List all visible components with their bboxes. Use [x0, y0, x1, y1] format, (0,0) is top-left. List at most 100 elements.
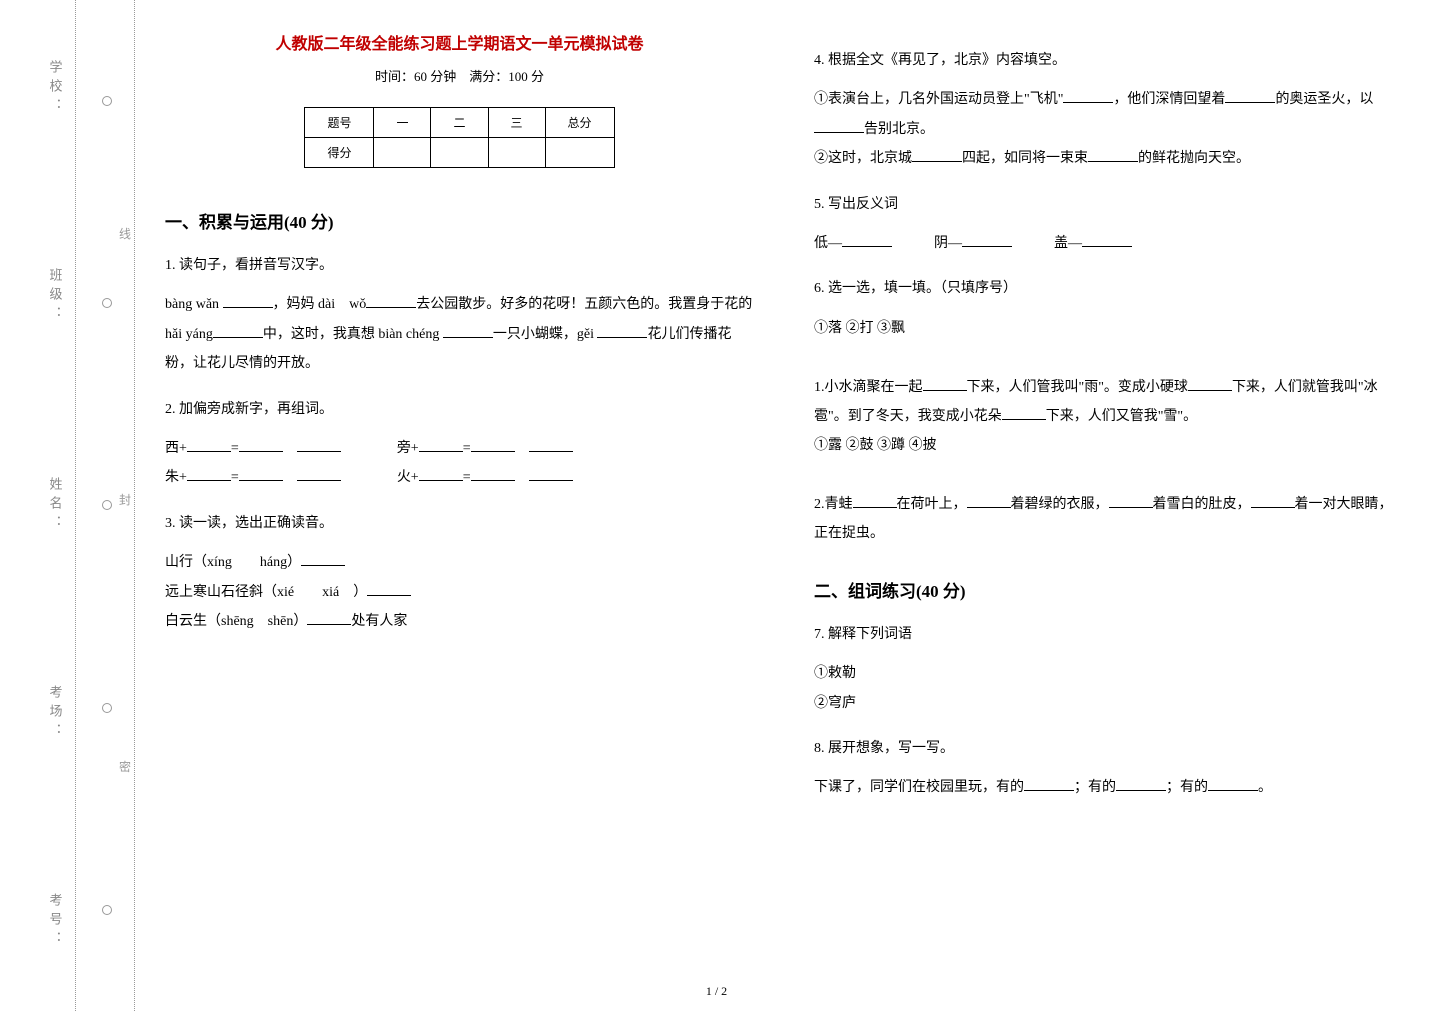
fill-blank[interactable] [1225, 89, 1275, 103]
fill-blank[interactable] [367, 582, 411, 596]
fill-blank[interactable] [187, 438, 231, 452]
binding-circle [102, 96, 112, 106]
text-run: 2.青蛙 [814, 497, 853, 512]
text-run: 山行（xíng háng） [165, 555, 301, 570]
text-run: 着雪白的肚皮， [1153, 497, 1251, 512]
exam-title: 人教版二年级全能练习题上学期语文一单元模拟试卷 [165, 30, 754, 54]
fill-blank[interactable] [187, 467, 231, 481]
text-run: = [231, 470, 239, 485]
text-run: 下课了，同学们在校园里玩，有的 [814, 780, 1024, 795]
text-run: ②这时，北京城 [814, 151, 912, 166]
question-1: 1. 读句子，看拼音写汉字。 [165, 251, 754, 280]
page-body: 人教版二年级全能练习题上学期语文一单元模拟试卷 时间：60 分钟 满分：100 … [165, 30, 1403, 981]
fill-blank[interactable] [912, 148, 962, 162]
fill-blank[interactable] [1188, 377, 1232, 391]
fill-blank[interactable] [419, 467, 463, 481]
fill-blank[interactable] [1116, 777, 1166, 791]
binding-label: 学校： [46, 60, 65, 117]
fill-blank[interactable] [597, 324, 647, 338]
fill-blank[interactable] [814, 119, 864, 133]
binding-label: 姓名： [46, 477, 65, 534]
question-1-body: bàng wǎn ，妈妈 dài wǒ去公园散步。好多的花呀！五颜六色的。我置身… [165, 290, 754, 378]
right-column: 4. 根据全文《再见了，北京》内容填空。 ①表演台上，几名外国运动员登上"飞机"… [814, 30, 1403, 981]
text-run: ，他们深情回望着 [1113, 92, 1225, 107]
question-number: 5. [814, 197, 828, 212]
fill-blank[interactable] [297, 438, 341, 452]
fill-blank[interactable] [967, 494, 1011, 508]
question-stem: 展开想象，写一写。 [828, 741, 954, 756]
fill-blank[interactable] [307, 611, 351, 625]
question-number: 3. [165, 516, 179, 531]
text-run: ，妈妈 dài wǒ [273, 297, 367, 312]
fill-blank[interactable] [443, 324, 493, 338]
text-run: 中，这时，我真想 biàn chéng [263, 327, 443, 342]
question-number: 6. [814, 281, 828, 296]
text-run: 在荷叶上， [897, 497, 967, 512]
question-6: 6. 选一选，填一填。（只填序号） [814, 274, 1403, 303]
fill-blank[interactable] [419, 438, 463, 452]
fill-blank[interactable] [471, 438, 515, 452]
text-run: ①落 ②打 ③飘 [814, 321, 905, 336]
fill-blank[interactable] [1109, 494, 1153, 508]
text-run: 下来，人们管我叫"雨"。变成小硬球 [967, 380, 1188, 395]
fill-blank[interactable] [1208, 777, 1258, 791]
question-3: 3. 读一读，选出正确读音。 [165, 509, 754, 538]
fill-blank[interactable] [529, 467, 573, 481]
text-run: 。 [1258, 780, 1272, 795]
question-stem: 根据全文《再见了，北京》内容填空。 [828, 53, 1066, 68]
text-run: 下来，人们又管我"雪"。 [1046, 409, 1197, 424]
fill-blank[interactable] [1024, 777, 1074, 791]
binding-circle [102, 905, 112, 915]
question-2: 2. 加偏旁成新字，再组词。 [165, 395, 754, 424]
fill-blank[interactable] [239, 467, 283, 481]
fill-blank[interactable] [301, 552, 345, 566]
fill-blank[interactable] [1088, 148, 1138, 162]
text-run: ①露 ②鼓 ③蹲 ④披 [814, 438, 937, 453]
text-run: bàng wǎn [165, 297, 223, 312]
score-header: 题号 [305, 108, 374, 138]
question-stem: 加偏旁成新字，再组词。 [179, 402, 333, 417]
seal-char: 封 [119, 491, 131, 508]
binding-label: 考场： [46, 685, 65, 742]
fill-blank[interactable] [853, 494, 897, 508]
score-cell [431, 138, 488, 168]
score-cell [488, 138, 545, 168]
seal-char: 线 [119, 225, 131, 242]
question-stem: 写出反义词 [828, 197, 898, 212]
fill-blank[interactable] [1082, 233, 1132, 247]
fill-blank[interactable] [1063, 89, 1113, 103]
fill-blank[interactable] [1002, 406, 1046, 420]
fill-blank[interactable] [471, 467, 515, 481]
fill-blank[interactable] [1251, 494, 1295, 508]
fill-blank[interactable] [223, 294, 273, 308]
text-run: 着碧绿的衣服， [1011, 497, 1109, 512]
binding-circle [102, 500, 112, 510]
page-number: 1 / 2 [706, 984, 727, 999]
fill-blank[interactable] [366, 294, 416, 308]
score-table: 题号 一 二 三 总分 得分 [304, 107, 614, 168]
question-number: 1. [165, 258, 179, 273]
text-run: 阴— [934, 236, 962, 251]
binding-label: 考号： [46, 893, 65, 950]
fill-blank[interactable] [842, 233, 892, 247]
fill-blank[interactable] [297, 467, 341, 481]
fill-blank[interactable] [962, 233, 1012, 247]
text-run: = [231, 441, 239, 456]
fill-blank[interactable] [213, 324, 263, 338]
score-header: 总分 [545, 108, 614, 138]
text-run: 一只小蝴蝶，gěi [493, 327, 598, 342]
text-run: ；有的 [1074, 780, 1116, 795]
section-heading: 二、组词练习(40 分) [814, 577, 1403, 602]
question-5-body: 低— 阴— 盖— [814, 229, 1403, 258]
question-4: 4. 根据全文《再见了，北京》内容填空。 [814, 46, 1403, 75]
fill-blank[interactable] [239, 438, 283, 452]
text-run: ；有的 [1166, 780, 1208, 795]
text-run: ①敕勒 [814, 666, 856, 681]
section-heading: 一、积累与运用(40 分) [165, 208, 754, 233]
table-row: 题号 一 二 三 总分 [305, 108, 614, 138]
fill-blank[interactable] [529, 438, 573, 452]
fill-blank[interactable] [923, 377, 967, 391]
binding-labels: 考号： 考场： 姓名： 班级： 学校： [40, 60, 70, 950]
question-number: 7. [814, 627, 828, 642]
text-run: 盖— [1054, 236, 1082, 251]
